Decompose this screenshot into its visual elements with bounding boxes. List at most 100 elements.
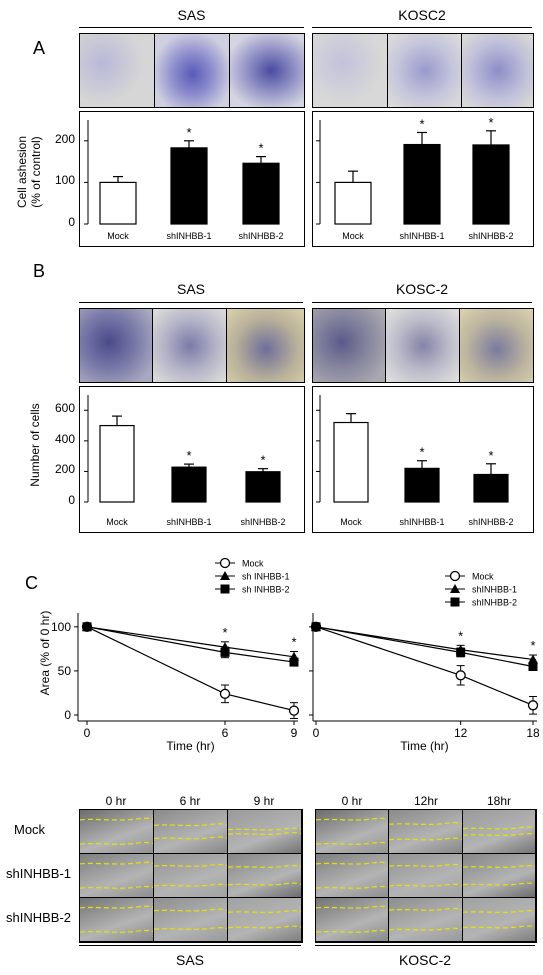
scratch-image-shinhbb-1-0hr xyxy=(80,854,154,898)
panel-a-kosc2-adhesion-micrographs xyxy=(312,33,534,108)
scratch-col-label-kosc2-12hr: 12hr xyxy=(413,794,439,808)
series-line-sh INHBB-2 xyxy=(86,626,295,663)
y-tick-label: 400 xyxy=(54,431,75,446)
series-line-shINHBB-2 xyxy=(315,626,534,668)
bar-shINHBB-2 xyxy=(242,162,280,225)
x-tick-label: Mock xyxy=(340,517,362,527)
y-tick-label: 50 xyxy=(58,664,72,678)
significance-star: * xyxy=(222,625,227,640)
x-tick-label: shINHBB-1 xyxy=(399,517,444,527)
x-axis-label: Time (hr) xyxy=(400,739,448,753)
panel-a-kosc2-header: KOSC2 xyxy=(398,7,446,23)
invasion-image-sas-mock xyxy=(80,309,152,382)
wound-edge-lines xyxy=(316,861,389,889)
x-tick-label: Mock xyxy=(106,517,128,527)
panel-b-kosc2-rule xyxy=(312,302,532,303)
panel-a-ylabel-line2: (% of control) xyxy=(29,136,43,208)
significance-star: * xyxy=(419,116,424,131)
bar-Mock xyxy=(333,421,369,503)
scratch-col-label-sas-9hr: 9 hr xyxy=(253,794,275,808)
significance-star: * xyxy=(186,125,191,140)
bar-Mock xyxy=(334,181,372,225)
wound-edge-lines xyxy=(154,823,227,840)
marker-square xyxy=(220,584,230,594)
legend-label: Mock xyxy=(242,559,264,569)
wound-edge-top xyxy=(228,864,301,868)
wound-edge-top xyxy=(316,905,389,909)
series-line-shINHBB-1 xyxy=(315,626,534,661)
marker-circle xyxy=(455,670,466,681)
scratch-image-shinhbb-2-12hr xyxy=(389,898,463,942)
scratch-image-mock-6hr xyxy=(154,810,228,854)
panel-b-sas-rule xyxy=(79,302,303,303)
x-tick-label: 0 xyxy=(313,726,320,740)
x-tick-label: Mock xyxy=(107,231,129,241)
y-tick-label: 0 xyxy=(68,493,75,507)
wound-edge-bottom xyxy=(154,836,227,840)
scratch-image-mock-12hr xyxy=(389,810,463,854)
panel-a-kosc2-bar-chart: Mock * shINHBB-1 * shINHBB-2 xyxy=(316,115,514,241)
y-tick-label: 100 xyxy=(54,173,75,188)
wound-edge-top xyxy=(389,907,462,911)
wound-edge-top xyxy=(228,910,301,914)
scratch-image-shinhbb-1-12hr xyxy=(389,854,463,898)
bar-shINHBB-1 xyxy=(171,466,207,503)
panel-a-ylabel-line1: Cell ashesion xyxy=(15,135,29,209)
bar-shINHBB-1 xyxy=(404,467,440,503)
marker-square xyxy=(528,662,538,671)
significance-star: * xyxy=(260,453,265,468)
wound-edge-top xyxy=(228,827,301,831)
scratch-row-label-mock: Mock xyxy=(14,822,46,837)
x-tick-label: shINHBB-1 xyxy=(166,231,211,241)
significance-star: * xyxy=(488,448,493,463)
legend-label: sh INHBB-1 xyxy=(242,572,290,582)
scratch-bottom-label: KOSC-2 xyxy=(398,952,452,968)
wound-edge-lines xyxy=(316,817,389,845)
wound-edge-top xyxy=(462,910,535,914)
wound-edge-top xyxy=(154,823,227,827)
scratch-image-shinhbb-1-6hr xyxy=(154,854,228,898)
wound-edge-top xyxy=(462,826,535,830)
wound-edge-top xyxy=(389,822,462,826)
wound-edge-bottom xyxy=(389,927,462,931)
panel-b-ylabel-wrap: Number of cells xyxy=(20,388,50,503)
marker-triangle xyxy=(450,584,460,593)
y-tick-label: 0 xyxy=(68,215,75,229)
scratch-col-label-kosc2-0hr: 0 hr xyxy=(341,794,363,808)
significance-star: * xyxy=(530,638,535,653)
marker-square xyxy=(82,622,92,632)
wound-edge-lines xyxy=(228,910,301,929)
series-line-Mock xyxy=(315,626,534,706)
wound-edge-bottom xyxy=(462,833,535,837)
wound-edge-bottom xyxy=(154,883,227,887)
panel-b-kosc2-chart: Mock * shINHBB-1 * shINHBB-2 xyxy=(312,386,534,533)
wound-edge-bottom xyxy=(316,885,389,889)
scratch-row-label-shinhbb1: shINHBB-1 xyxy=(6,866,72,881)
marker-triangle xyxy=(528,654,538,664)
scratch-image-mock-0hr xyxy=(316,810,390,854)
y-tick-label: 100 xyxy=(51,620,71,634)
wound-edge-lines xyxy=(316,905,389,933)
wound-edge-bottom xyxy=(228,882,301,886)
wound-edge-top xyxy=(80,861,153,865)
x-tick-label: shINHBB-1 xyxy=(399,231,444,241)
scratch-image-shinhbb-2-18hr xyxy=(462,898,536,942)
scratch-image-mock-9hr xyxy=(228,810,302,854)
marker-triangle xyxy=(220,571,230,580)
wound-edge-top xyxy=(80,817,153,821)
scratch-image-shinhbb-1-0hr xyxy=(316,854,390,898)
wound-edge-lines xyxy=(228,827,301,835)
wound-edge-lines xyxy=(389,907,462,931)
legend-label: shINHBB-1 xyxy=(472,585,517,595)
bar-Mock xyxy=(99,181,137,225)
bar-Mock xyxy=(99,424,135,503)
y-tick-label: 600 xyxy=(54,401,75,416)
wound-edge-bottom xyxy=(154,926,227,930)
wound-edge-lines xyxy=(154,863,227,887)
wound-edge-bottom xyxy=(462,925,535,929)
wound-edge-bottom xyxy=(228,925,301,929)
invasion-image-kosc2-shinhbb1 xyxy=(385,309,460,382)
marker-circle xyxy=(219,557,231,569)
wound-edge-bottom xyxy=(80,885,153,889)
adhesion-image-sas-mock xyxy=(80,34,154,107)
